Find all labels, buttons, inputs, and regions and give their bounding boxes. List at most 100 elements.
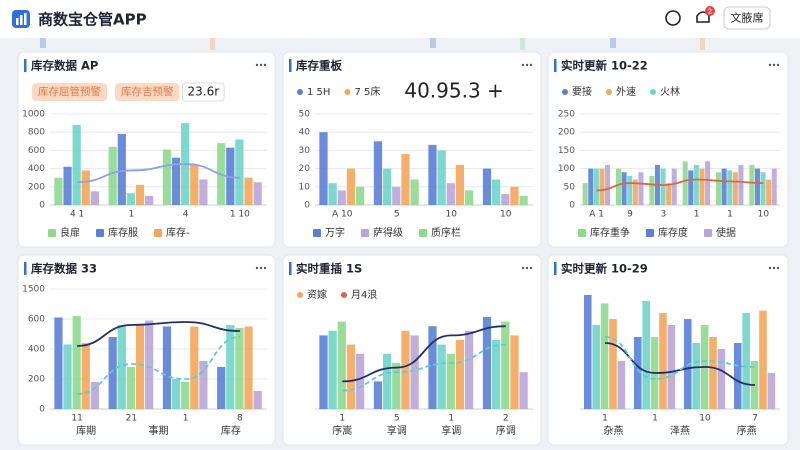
x-tick-label: 1 [448, 414, 454, 424]
bar [600, 303, 609, 409]
bar [734, 343, 742, 409]
bar [410, 335, 419, 409]
bar [482, 168, 492, 205]
bar [410, 179, 419, 205]
legend-label: 库存- [166, 226, 190, 239]
bar [162, 326, 172, 409]
y-tick-label: 0 [39, 405, 45, 415]
header-decoration [40, 38, 705, 50]
x-tick-label: 21 [126, 414, 137, 424]
user-button[interactable] [723, 6, 771, 30]
bar [162, 149, 172, 205]
x-tick-label: 1 [183, 414, 189, 424]
bar [117, 325, 126, 409]
bar [688, 170, 694, 205]
x-tick-label: 8 [237, 414, 243, 424]
legend-swatch [344, 89, 351, 95]
line-series [77, 321, 240, 347]
bar [135, 184, 145, 205]
legend-label: 萨得级 [373, 227, 403, 239]
x-tick-label: A 1 [589, 210, 604, 220]
y-tick-label: 400 [28, 345, 45, 355]
x-tick-label: 3 [660, 210, 666, 220]
y-tick-label: 150 [558, 146, 575, 156]
legend-label: 要接 [572, 85, 592, 98]
panel-title: 库存数据 33 [31, 262, 97, 276]
line-series [342, 343, 506, 392]
legend-swatch [419, 229, 427, 237]
bar [717, 349, 726, 409]
bar [54, 317, 63, 409]
bar [588, 168, 594, 205]
legend-swatch [341, 292, 347, 298]
menu-dot [263, 63, 267, 67]
bar [693, 164, 699, 205]
warning-tag-bg [115, 83, 180, 101]
menu-dot [255, 266, 259, 270]
group-label: 泽燕 [670, 425, 690, 437]
bar [754, 168, 760, 205]
bar [108, 146, 117, 205]
legend-label: 库存度 [658, 226, 688, 239]
bar [519, 372, 528, 409]
group-label: 事期 [149, 424, 169, 437]
panel-title: 库存重板 [296, 59, 342, 73]
title-accent [289, 59, 292, 72]
y-tick-label: 100 [558, 164, 575, 174]
panel-title: 实时更新 10-29 [561, 262, 648, 276]
help-icon[interactable] [665, 10, 681, 26]
menu-dot [525, 266, 529, 270]
bar [699, 168, 705, 205]
panel: 实时更新 10-29 1 1 10 7 杂燕 泽燕 序燕 [547, 254, 789, 446]
panel-card [547, 51, 789, 248]
bar [519, 195, 528, 205]
bar [244, 177, 253, 205]
panel-title: 库存数据 AP [31, 59, 98, 73]
bar [81, 343, 90, 409]
bar [446, 183, 455, 205]
bell-icon[interactable] [696, 11, 710, 23]
legend-swatch [606, 89, 612, 95]
menu-dot [263, 266, 267, 270]
bar [510, 186, 519, 205]
badge-count: 2 [708, 8, 712, 16]
bar [727, 170, 733, 205]
x-tick-label: 10 [758, 210, 770, 220]
kpi-value: 23.6r [188, 85, 220, 99]
bar [721, 168, 727, 205]
legend-label: 使据 [716, 226, 736, 239]
warning-tag: 库存吉预警 [121, 85, 174, 98]
y-tick-label: 20 [299, 164, 311, 174]
bar [392, 186, 401, 205]
y-tick-label: 200 [28, 375, 45, 385]
bar [510, 335, 519, 409]
menu-dot [529, 266, 533, 270]
legend-label: 1 5H [307, 87, 330, 98]
menu-dot [776, 266, 780, 270]
bar [593, 168, 599, 205]
y-tick-label: 600 [28, 315, 45, 325]
bar [705, 161, 711, 205]
warning-tag-bg [32, 83, 107, 101]
bar [767, 373, 776, 409]
x-tick-label: 1 [602, 414, 608, 424]
legend-swatch [154, 229, 162, 237]
bar [732, 172, 738, 205]
bar [649, 175, 655, 205]
bar [253, 391, 262, 409]
panel-title: 实时更新 10-22 [561, 59, 648, 73]
bar [584, 295, 592, 409]
legend-swatch [704, 229, 712, 237]
group-label: 库存 [221, 424, 241, 437]
bar [63, 166, 72, 205]
bar [90, 382, 99, 409]
bar [235, 328, 244, 409]
panel: 实时重插 1S 资嫁 月4浪 1 5 1 2 序嵩 享调 享调 序调 [282, 254, 542, 446]
logo-bar [20, 15, 23, 25]
bar [671, 168, 677, 205]
menu-dot [772, 63, 776, 67]
title-accent [289, 262, 292, 275]
menu-dot [772, 266, 776, 270]
legend-swatch [646, 229, 654, 237]
bar [126, 367, 136, 409]
